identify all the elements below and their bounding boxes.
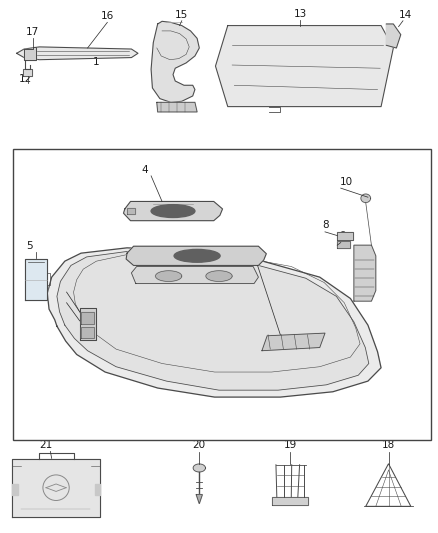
Polygon shape <box>337 241 350 248</box>
Bar <box>81 327 94 338</box>
Polygon shape <box>262 333 325 351</box>
Ellipse shape <box>206 271 232 281</box>
Ellipse shape <box>174 249 220 262</box>
Text: 15: 15 <box>175 10 188 20</box>
Bar <box>13 149 431 440</box>
Polygon shape <box>131 266 258 284</box>
Bar <box>127 208 135 214</box>
Text: 6: 6 <box>58 293 65 303</box>
Text: 14: 14 <box>399 10 412 20</box>
Text: 2: 2 <box>220 372 227 382</box>
Polygon shape <box>80 308 96 340</box>
Bar <box>23 69 32 76</box>
Polygon shape <box>12 459 100 517</box>
Text: 21: 21 <box>39 440 53 450</box>
Bar <box>272 497 308 505</box>
Ellipse shape <box>361 194 371 203</box>
Ellipse shape <box>155 271 182 281</box>
Text: 8: 8 <box>322 220 328 230</box>
Bar <box>95 484 100 495</box>
Polygon shape <box>17 47 138 60</box>
Text: 12: 12 <box>19 74 32 84</box>
Text: 2: 2 <box>251 363 258 373</box>
Text: 7: 7 <box>58 280 65 290</box>
Text: 16: 16 <box>101 11 114 21</box>
Text: 13: 13 <box>293 9 307 19</box>
Polygon shape <box>47 248 381 397</box>
Polygon shape <box>157 102 197 112</box>
Polygon shape <box>337 232 353 240</box>
Text: 3: 3 <box>215 363 223 373</box>
Text: 20: 20 <box>193 440 206 450</box>
Text: 11: 11 <box>252 254 265 264</box>
Polygon shape <box>151 21 199 102</box>
Polygon shape <box>354 245 376 301</box>
Bar <box>12 484 18 495</box>
Text: 10: 10 <box>339 176 353 187</box>
Polygon shape <box>124 201 223 221</box>
Polygon shape <box>126 246 266 265</box>
Polygon shape <box>196 495 202 504</box>
Text: 9: 9 <box>339 231 346 241</box>
Text: 18: 18 <box>382 440 395 450</box>
Text: 19: 19 <box>284 440 297 450</box>
Text: 1: 1 <box>93 56 100 67</box>
Text: 17: 17 <box>26 27 39 37</box>
Polygon shape <box>215 26 393 107</box>
Ellipse shape <box>193 464 205 472</box>
Text: 5: 5 <box>26 240 33 251</box>
Polygon shape <box>57 252 369 390</box>
Ellipse shape <box>151 205 195 217</box>
Bar <box>81 312 94 324</box>
Polygon shape <box>25 259 47 300</box>
Polygon shape <box>24 47 36 60</box>
Text: 4: 4 <box>141 165 148 175</box>
Polygon shape <box>386 24 401 48</box>
